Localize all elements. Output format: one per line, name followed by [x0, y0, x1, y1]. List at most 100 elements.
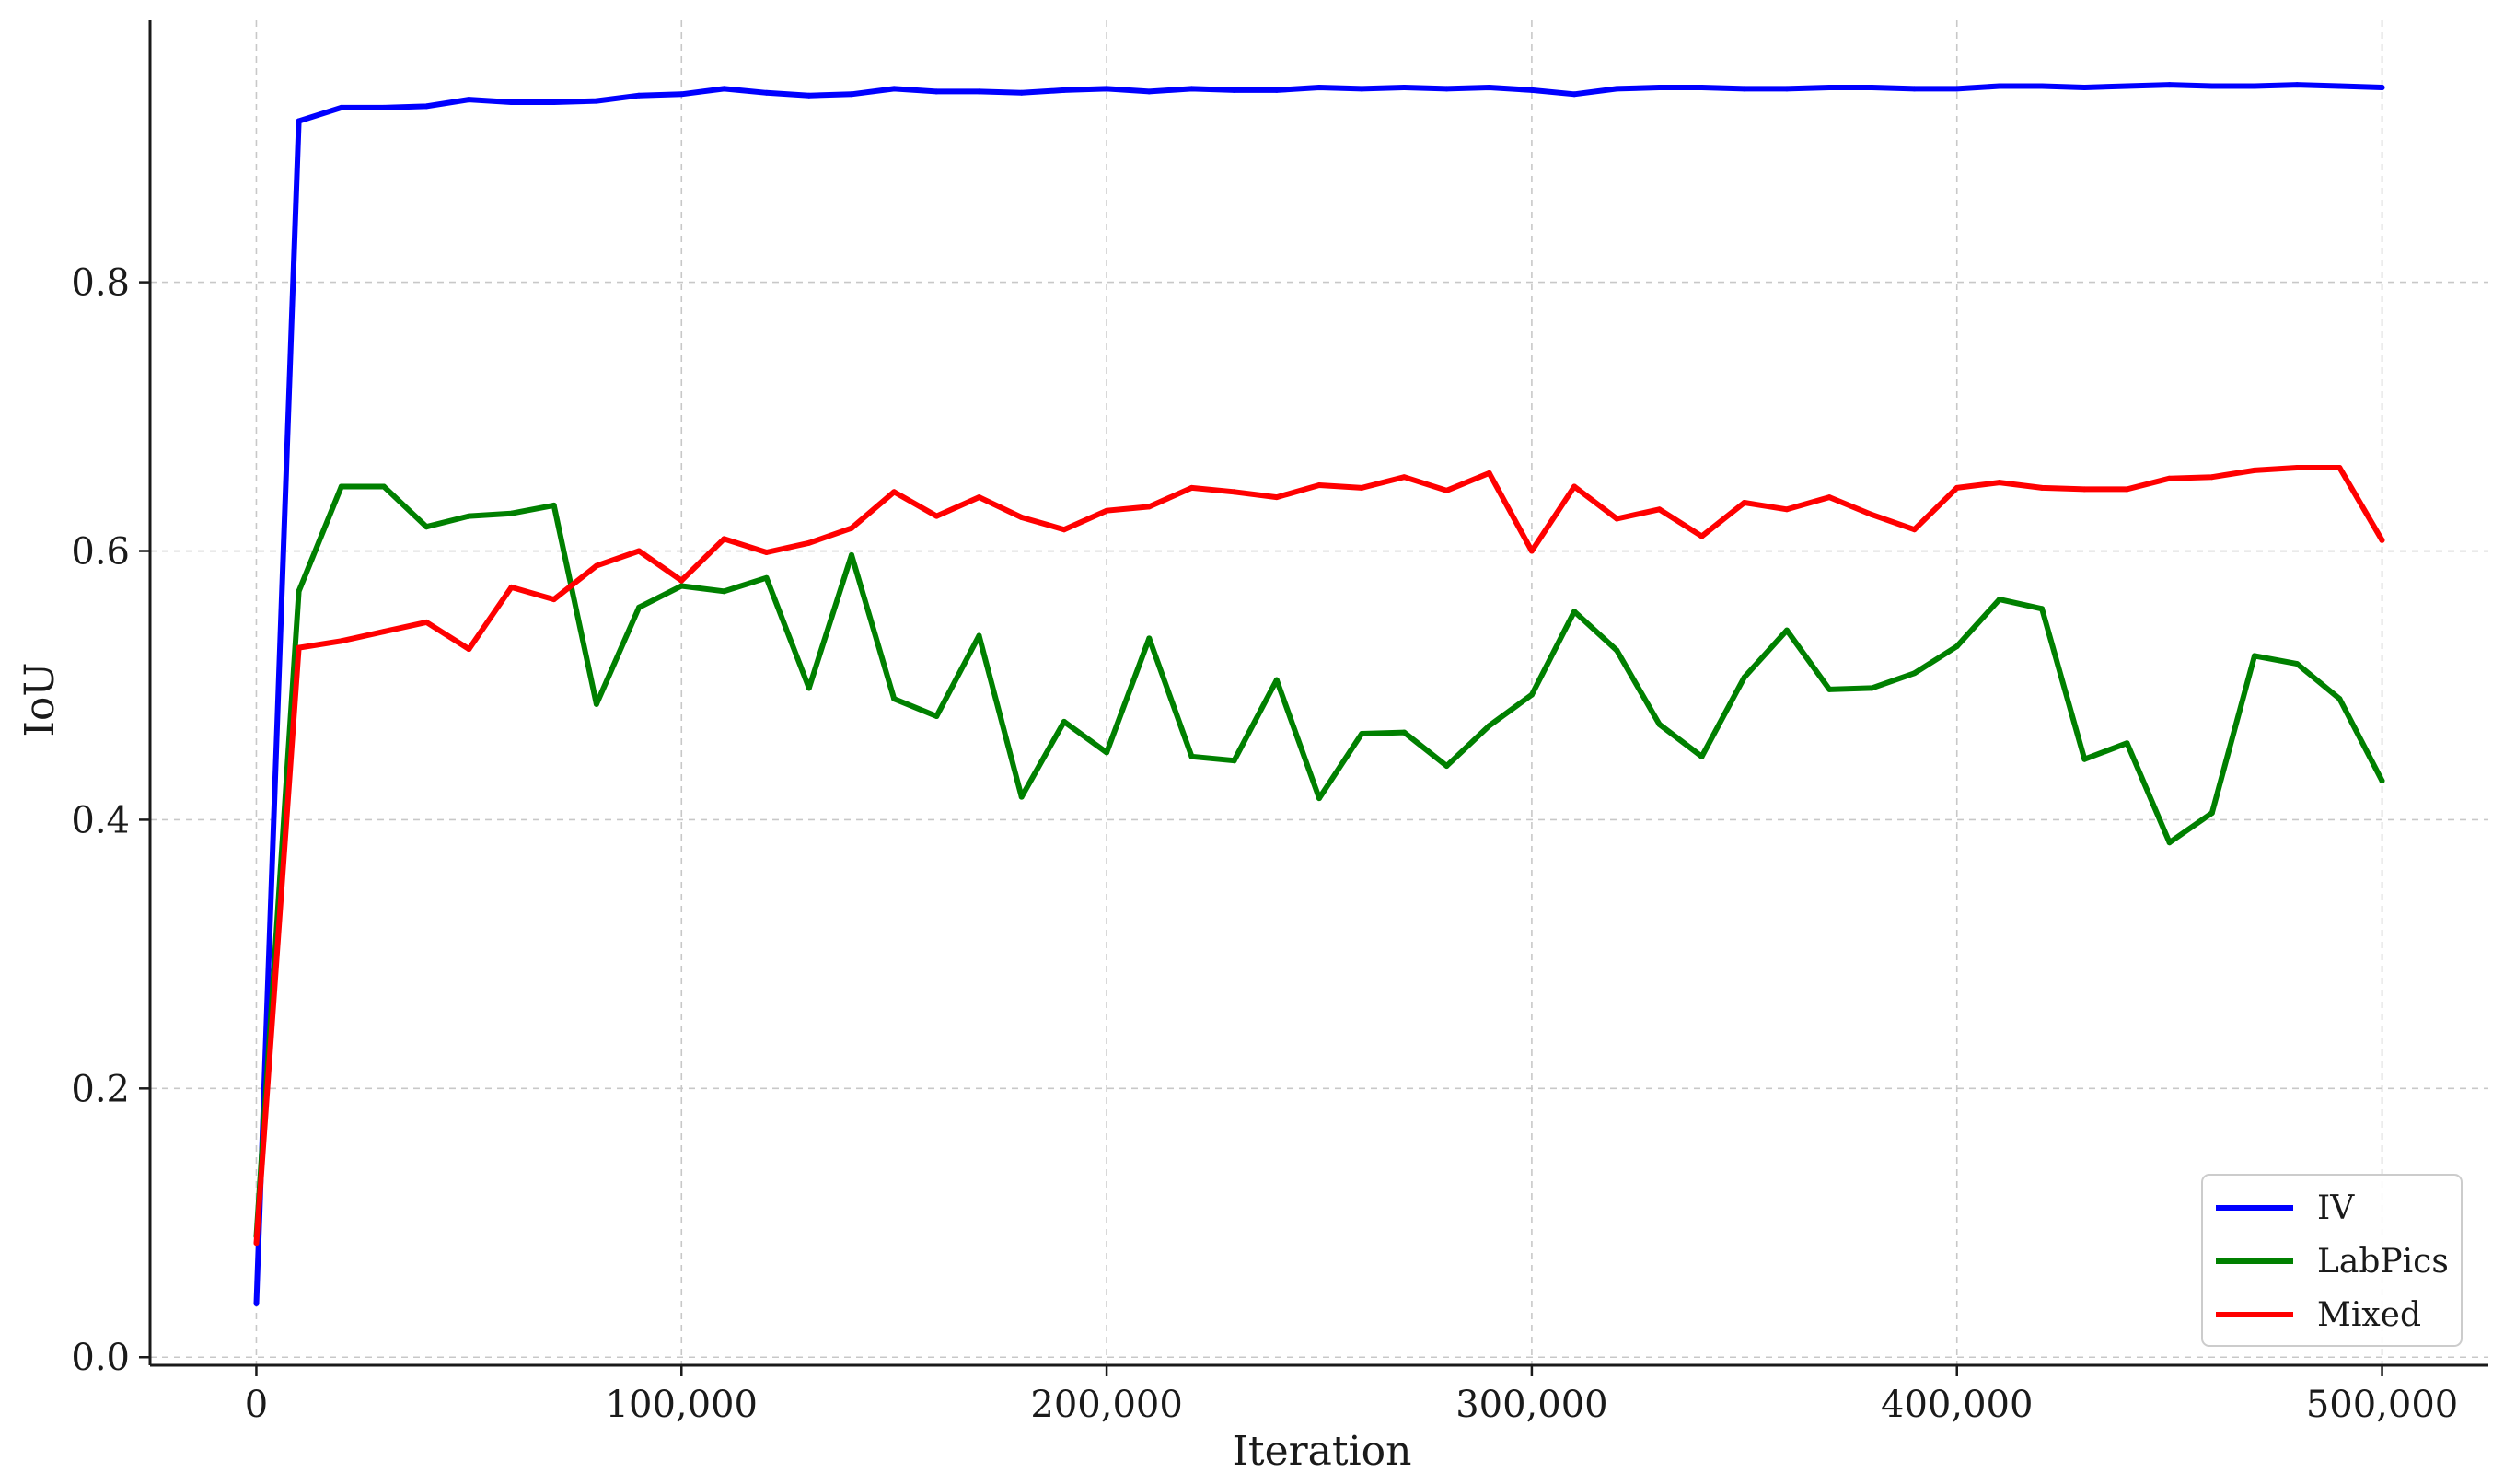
- data-point-labpics: [2208, 810, 2215, 817]
- data-point-labpics: [508, 510, 515, 516]
- data-point-labpics: [1784, 627, 1790, 633]
- data-point-labpics: [1443, 763, 1450, 769]
- x-axis-label: Iteration: [1233, 1428, 1412, 1475]
- data-point-mixed: [806, 539, 812, 546]
- data-point-labpics: [551, 502, 557, 508]
- data-point-mixed: [1656, 506, 1663, 513]
- data-point-mixed: [253, 1240, 260, 1246]
- data-point-labpics: [1104, 749, 1110, 756]
- data-point-iv: [2294, 82, 2301, 88]
- data-point-mixed: [593, 562, 599, 569]
- data-point-iv: [1273, 87, 1280, 93]
- data-point-iv: [1188, 86, 1195, 92]
- series-line-iv: [253, 82, 2385, 1306]
- data-point-iv: [849, 91, 854, 98]
- data-point-labpics: [1486, 723, 1492, 729]
- data-point-iv: [933, 88, 940, 95]
- data-point-iv: [423, 103, 430, 110]
- data-point-mixed: [1146, 504, 1153, 510]
- data-point-labpics: [1273, 677, 1280, 683]
- y-tick-label: 0.8: [71, 262, 130, 305]
- data-point-mixed: [2166, 475, 2173, 481]
- data-point-labpics: [1614, 647, 1620, 654]
- legend-frame: [2201, 1174, 2463, 1347]
- data-point-iv: [253, 1300, 260, 1306]
- data-point-iv: [1869, 85, 1875, 90]
- data-point-iv: [2252, 83, 2257, 89]
- data-point-labpics: [1188, 753, 1195, 759]
- data-point-labpics: [296, 588, 302, 595]
- data-point-labpics: [1528, 691, 1535, 698]
- data-point-labpics: [1869, 685, 1875, 691]
- data-point-iv: [891, 86, 898, 92]
- data-point-labpics: [1741, 674, 1747, 680]
- data-point-mixed: [2124, 486, 2130, 493]
- data-point-mixed: [338, 638, 344, 644]
- data-point-mixed: [466, 646, 472, 653]
- y-axis-label: IoU: [17, 663, 64, 737]
- data-point-mixed: [423, 619, 430, 625]
- data-point-iv: [1104, 86, 1110, 92]
- y-tick-label: 0.4: [71, 799, 130, 841]
- series-lines: [253, 82, 2385, 1306]
- data-point-mixed: [1443, 487, 1450, 493]
- data-point-labpics: [2336, 696, 2343, 702]
- data-point-iv: [1146, 88, 1153, 95]
- data-point-labpics: [2252, 653, 2257, 659]
- data-point-iv: [1698, 85, 1705, 90]
- data-point-mixed: [1273, 494, 1280, 501]
- data-point-iv: [2039, 83, 2046, 89]
- data-point-labpics: [1996, 597, 2002, 603]
- data-point-labpics: [1231, 758, 1237, 764]
- data-point-mixed: [1953, 484, 1960, 491]
- data-point-labpics: [2039, 606, 2046, 612]
- x-tick-label: 200,000: [1030, 1384, 1182, 1426]
- data-point-labpics: [2294, 661, 2301, 667]
- data-point-mixed: [381, 629, 387, 635]
- data-point-labpics: [1401, 729, 1408, 736]
- y-tick-label: 0.2: [71, 1068, 130, 1110]
- data-point-labpics: [849, 551, 854, 558]
- data-point-mixed: [2252, 467, 2257, 473]
- data-point-labpics: [976, 632, 982, 639]
- data-point-mixed: [1528, 548, 1535, 554]
- data-point-labpics: [2379, 778, 2385, 784]
- legend-label-iv: IV: [2317, 1189, 2355, 1227]
- data-point-mixed: [933, 513, 940, 519]
- data-point-iv: [1911, 86, 1918, 92]
- data-point-labpics: [1656, 721, 1663, 727]
- data-point-iv: [508, 99, 515, 105]
- data-point-mixed: [1911, 527, 1918, 533]
- data-point-labpics: [2166, 840, 2173, 846]
- data-point-mixed: [508, 584, 515, 590]
- data-point-mixed: [2208, 474, 2215, 481]
- data-point-iv: [1953, 86, 1960, 92]
- data-point-mixed: [2081, 486, 2088, 493]
- data-point-mixed: [1061, 527, 1067, 533]
- data-point-labpics: [1359, 731, 1365, 736]
- data-point-mixed: [296, 644, 302, 651]
- data-point-labpics: [721, 588, 727, 595]
- grid-lines: [150, 20, 2488, 1365]
- data-point-labpics: [466, 513, 472, 519]
- x-tick-label: 300,000: [1455, 1384, 1607, 1426]
- data-point-labpics: [1953, 643, 1960, 650]
- data-point-iv: [1784, 86, 1790, 92]
- tick-labels: 0 100,000 200,000 300,000 400,000 500,000 0.0 0…: [71, 262, 2458, 1426]
- data-point-labpics: [891, 696, 898, 702]
- data-point-iv: [2379, 85, 2385, 90]
- data-point-labpics: [763, 574, 770, 581]
- data-point-mixed: [1698, 533, 1705, 539]
- data-point-labpics: [2081, 756, 2088, 762]
- data-point-mixed: [976, 494, 982, 501]
- data-point-labpics: [1316, 795, 1322, 802]
- data-point-mixed: [1401, 474, 1408, 481]
- data-point-labpics: [1571, 609, 1578, 615]
- axes: [139, 20, 2488, 1376]
- data-point-mixed: [891, 489, 898, 495]
- data-point-iv: [338, 104, 344, 110]
- data-point-iv: [2166, 82, 2173, 88]
- data-point-labpics: [1061, 718, 1067, 725]
- x-tick-label: 0: [245, 1384, 268, 1426]
